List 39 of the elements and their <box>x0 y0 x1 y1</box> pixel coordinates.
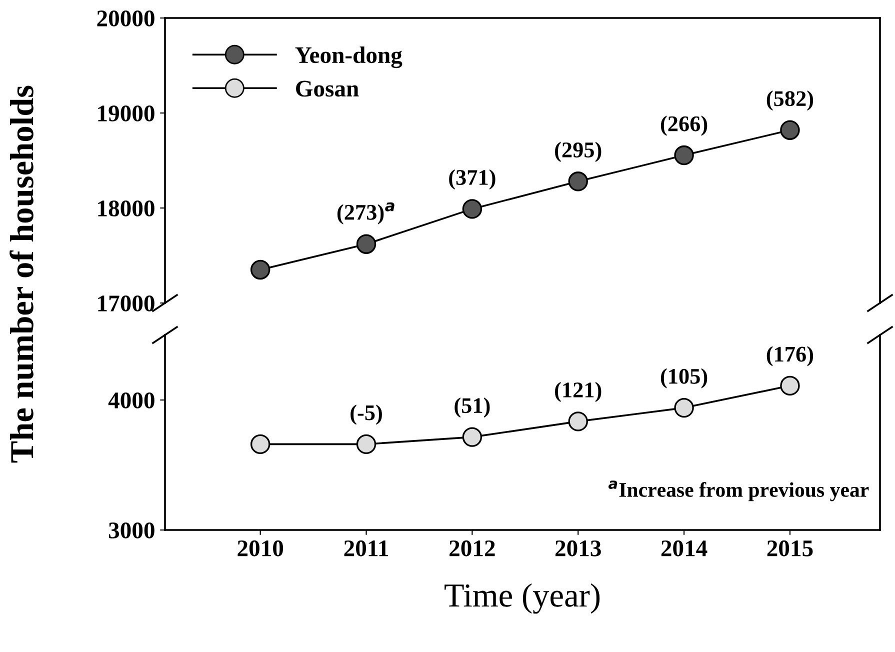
x-tick-label: 2013 <box>555 540 601 556</box>
y-tick-label: 4000 <box>108 392 154 408</box>
y-tick-label: 17000 <box>98 295 154 312</box>
x-axis-title: Time (year) <box>444 583 600 614</box>
annotation: (-5) <box>350 404 382 425</box>
point <box>462 199 482 219</box>
y-tick-label: 19000 <box>98 105 154 122</box>
point <box>462 427 482 447</box>
x-tick-label: 2011 <box>344 540 388 556</box>
point <box>250 434 270 454</box>
point <box>568 412 588 432</box>
annotation: (295) <box>555 142 602 162</box>
annotation: (176) <box>766 346 814 366</box>
y-tick-label: 3000 <box>108 522 154 538</box>
annotation: $^{a}$Increase from previous year <box>608 480 869 502</box>
annotation: (121) <box>555 382 602 402</box>
x-tick-label: 2014 <box>661 540 708 556</box>
x-tick-label: 2015 <box>767 540 813 556</box>
point <box>780 120 800 140</box>
annotation: (105) <box>660 368 708 388</box>
legend-label: Gosan <box>296 80 359 97</box>
point <box>674 398 694 418</box>
annotation: (273)$^{a}$ <box>337 202 394 224</box>
point <box>780 376 800 396</box>
y-axis-title: The number of households <box>10 86 34 463</box>
annotation: (51) <box>454 397 490 418</box>
point <box>568 172 588 192</box>
point <box>674 145 694 166</box>
annotation: (266) <box>660 116 708 136</box>
x-tick-label: 2010 <box>238 540 284 556</box>
y-tick-label: 18000 <box>98 200 154 216</box>
point <box>250 260 270 280</box>
legend-label: Yeon-dong <box>295 46 402 68</box>
point <box>356 434 376 454</box>
x-tick-label: 2012 <box>450 540 495 556</box>
point <box>356 234 376 254</box>
annotation: (582) <box>766 90 814 111</box>
annotation: (371) <box>449 169 496 190</box>
y-tick-label: 20000 <box>97 10 154 26</box>
